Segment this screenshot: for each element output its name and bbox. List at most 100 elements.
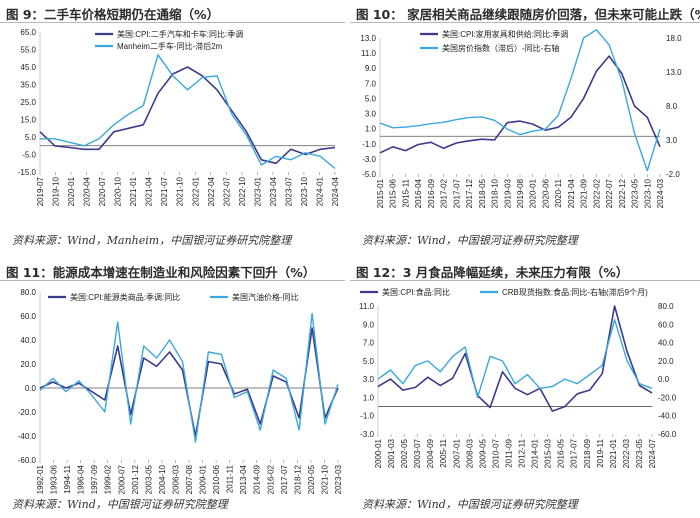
- x-tick-label: 2022-04: [207, 176, 216, 206]
- y-tick-label: 80.0: [20, 288, 36, 297]
- chart-panel-11: 图 11：能源成本增速在制造业和风险因素下回升（%） 80.0 60.0 40.0 2…: [0, 258, 345, 518]
- y-tick-label: 1.0: [365, 125, 377, 134]
- source-note: 资料来源：Wind，中国银河证券研究院整理: [362, 498, 578, 511]
- x-tick-label: 2015-01: [376, 178, 385, 208]
- series-line: [377, 305, 653, 412]
- divider: [350, 22, 700, 23]
- x-tick-label: 2022-02: [592, 178, 601, 208]
- x-tick-label: 2021-07: [160, 176, 169, 206]
- x-tick-label: 2008-03: [465, 438, 474, 468]
- series-line: [39, 66, 336, 165]
- divider: [0, 22, 345, 23]
- x-tick-label: 2018-12: [293, 464, 302, 494]
- x-tick-label: 2017-07: [280, 464, 289, 494]
- x-tick-label: 2023-05: [635, 438, 644, 468]
- chart-panel-10: 图 10： 家居相关商品继续跟随房价回落，但未来可能止跌（%） 13.0 11.0…: [350, 0, 700, 255]
- x-tick-label: 2017-12: [465, 178, 474, 208]
- chart-9-plot: 65.055.045.035.025.015.05.0-5.0-15.02019…: [18, 28, 340, 206]
- x-tick-label: 2024-01: [315, 176, 324, 206]
- chart-10-plot: 13.0 11.0 9.0 7.0 5.0 3.0 1.0 -1.0 -3.0 -5.0 18.0 1…: [360, 29, 682, 208]
- x-tick-label: 2003-05: [144, 464, 153, 494]
- y-tick-label: -1.0: [360, 412, 374, 421]
- series-line: [379, 29, 661, 172]
- x-tick-label: 2019-10: [52, 176, 61, 206]
- x-tick-label: 1993-06: [50, 464, 59, 494]
- source-note: 资料来源：Wind，中国银河证券研究院整理: [362, 234, 578, 247]
- legend-label: CRB现货指数:食品:同比-右轴(滞后9个月): [502, 287, 648, 297]
- x-tick-label: 2004-09: [426, 438, 435, 468]
- legend-label: 美国房价指数（滞后）-同比-右轴: [442, 43, 559, 53]
- y-tick-label: -3.0: [360, 430, 374, 439]
- y2-tick-label: -20.0: [658, 393, 677, 402]
- x-tick-label: 2001-12: [131, 464, 140, 494]
- x-tick-label: 2023-10: [643, 178, 652, 208]
- y-tick-label: 15.0: [20, 116, 36, 125]
- x-tick-label: 2013-04: [239, 464, 248, 494]
- legend-label: 美国:CPI:食品:同比: [382, 287, 450, 297]
- series-line: [39, 312, 339, 443]
- chart-panel-12: 图 12：3 月食品降幅延续，未来压力有限（%） 11.0 9.0 7.0 5.0 3.…: [350, 258, 700, 518]
- x-tick-label: 2015-06: [389, 178, 398, 208]
- y-tick-label: 11.0: [361, 49, 377, 58]
- y-tick-label: 55.0: [20, 46, 36, 55]
- x-tick-label: 2020-06: [541, 178, 550, 208]
- y-tick-label: 0.0: [25, 384, 37, 393]
- x-tick-label: 2021-01: [129, 176, 138, 206]
- divider: [350, 280, 700, 281]
- chart-title: 图 11：能源成本增速在制造业和风险因素下回升（%）: [6, 265, 316, 280]
- x-tick-label: 2010-07: [491, 438, 500, 468]
- legend-label: Manheim二手车-同比-滞后2m: [117, 41, 223, 51]
- x-tick-label: 2022-07: [605, 178, 614, 208]
- x-tick-label: 2023-05: [631, 178, 640, 208]
- y-tick-label: 3.0: [365, 110, 377, 119]
- y-tick-label: 40.0: [20, 336, 36, 345]
- x-tick-label: 2019-11: [596, 438, 605, 467]
- chart-title: 图 10： 家居相关商品继续跟随房价回落，但未来可能止跌（%）: [356, 7, 700, 22]
- x-tick-label: 2016-09: [427, 178, 436, 208]
- x-tick-label: 2021-04: [567, 178, 576, 208]
- y-tick-label: 5.0: [365, 94, 377, 103]
- x-tick-label: 2017-07: [452, 178, 461, 208]
- y-tick-label: 11.0: [359, 302, 375, 311]
- source-note: 资料来源：Wind，中国银河证券研究院整理: [12, 498, 228, 511]
- x-tick-label: 2018-09: [583, 438, 592, 468]
- chart-title: 图 9：二手车价格短期仍在通缩（%）: [6, 7, 220, 22]
- y-tick-label: -60.0: [18, 456, 37, 465]
- series-line: [379, 55, 661, 154]
- x-tick-label: 2015-03: [544, 438, 553, 468]
- series-line: [39, 327, 339, 437]
- y-tick-label: 60.0: [20, 312, 36, 321]
- x-tick-label: 2009-01: [199, 464, 208, 494]
- y-tick-label: 7.0: [363, 339, 375, 348]
- x-tick-label: 2014-09: [253, 464, 262, 494]
- x-tick-label: 2015-11: [401, 178, 410, 207]
- series-line: [377, 319, 653, 399]
- y2-tick-label: 3.0: [666, 136, 678, 145]
- x-tick-label: 2021-09: [580, 178, 589, 208]
- x-tick-label: 1997-09: [90, 464, 99, 494]
- legend-label: 美国汽油价格-同比: [232, 292, 299, 302]
- x-tick-label: 2022-03: [622, 438, 631, 468]
- y-tick-label: 13.0: [360, 34, 376, 43]
- x-tick-label: 2022-10: [238, 176, 247, 206]
- x-tick-label: 2000-01: [374, 438, 383, 468]
- legend-label: 美国:CPI:能源类商品:季调:同比: [70, 292, 180, 302]
- x-tick-label: 2012-11: [518, 438, 527, 467]
- y2-tick-label: -60.0: [658, 430, 677, 439]
- x-tick-label: 1996-04: [77, 464, 86, 494]
- x-tick-label: 2019-08: [516, 178, 525, 208]
- x-tick-label: 2005-11: [439, 438, 448, 467]
- series-line: [40, 54, 336, 170]
- y2-tick-label: 40.0: [658, 339, 674, 348]
- x-tick-label: 2023-04: [269, 176, 278, 206]
- y2-tick-label: 80.0: [658, 302, 674, 311]
- y-tick-label: 20.0: [20, 360, 36, 369]
- y-tick-label: -3.0: [362, 155, 376, 164]
- x-tick-label: 2021-01: [609, 438, 618, 468]
- x-tick-label: 2021-10: [320, 464, 329, 494]
- y2-tick-label: 13.0: [666, 68, 682, 77]
- x-tick-label: 2018-10: [491, 178, 500, 208]
- x-tick-label: 2024-07: [648, 438, 657, 468]
- x-tick-label: 2003-07: [413, 438, 422, 468]
- x-tick-label: 2020-05: [307, 464, 316, 494]
